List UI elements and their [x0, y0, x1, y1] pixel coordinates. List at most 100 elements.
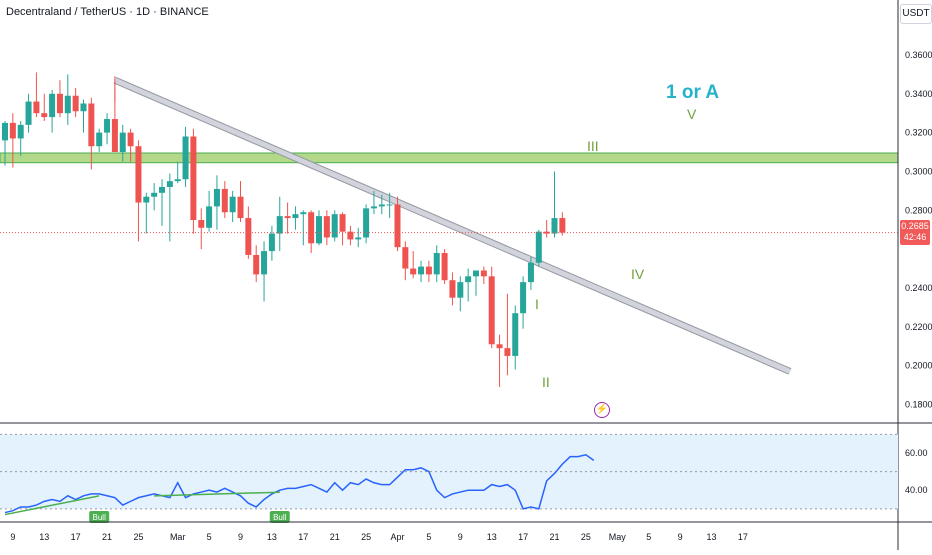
candle-body	[2, 122, 8, 141]
candle-body	[394, 204, 401, 248]
rsi-tick-label: 60.00	[905, 448, 928, 458]
candle-body	[339, 214, 346, 232]
candle-body	[347, 231, 354, 240]
price-tick-label: 0.3200	[905, 128, 932, 138]
wave-label-1-or-a: 1 or A	[666, 82, 720, 103]
candle-body	[480, 270, 487, 277]
time-tick-label: 13	[39, 532, 49, 542]
time-tick-label: 13	[267, 532, 277, 542]
time-tick-label: 9	[10, 532, 15, 542]
candle-body	[465, 276, 472, 283]
candle-body	[425, 266, 432, 275]
candle-body	[276, 216, 283, 234]
candle-body	[331, 214, 338, 238]
candle-body	[284, 216, 291, 219]
candle-body	[535, 231, 542, 263]
candle-body	[355, 237, 362, 240]
time-axis-layer: 9 13 17 21 25 Mar 5 9 13 17 21 25 Apr 5 9 13 17 21 25 May 5 9…	[0, 521, 932, 542]
candle-body	[473, 270, 479, 277]
candle-body	[316, 216, 322, 244]
candle-body	[127, 132, 134, 147]
time-tick-label: 25	[581, 532, 591, 542]
candle-body	[151, 192, 158, 197]
candle-body	[363, 208, 370, 238]
candle-body	[410, 268, 417, 275]
price-tick-label: 0.2000	[905, 361, 932, 371]
bull-divergence-line	[154, 491, 280, 497]
time-tick-label: Mar	[170, 532, 186, 542]
candle-body	[229, 196, 236, 213]
candle-body	[559, 218, 566, 233]
resistance-zone	[0, 152, 899, 164]
candle-body	[56, 93, 63, 114]
candle-body	[213, 188, 220, 207]
candle-body	[300, 212, 307, 215]
candle-body	[370, 206, 377, 209]
price-tick-label: 0.2400	[905, 283, 932, 293]
candle-body	[159, 186, 165, 193]
wave-label-v: V	[687, 106, 697, 122]
time-tick-label: 17	[71, 532, 81, 542]
time-tick-label: 21	[330, 532, 340, 542]
candle-body	[104, 119, 111, 133]
lightning-icon[interactable]: ⚡	[594, 402, 610, 418]
candle-body	[378, 204, 385, 207]
price-tick-label: 0.1800	[905, 399, 932, 409]
time-tick-label: 9	[678, 532, 683, 542]
candle-body	[25, 101, 32, 125]
candle-body	[512, 313, 519, 356]
bull-marker-label: Bull	[273, 513, 287, 522]
time-tick-label: May	[609, 532, 627, 542]
candle-body	[49, 93, 56, 118]
time-tick-label: 21	[549, 532, 559, 542]
time-tick-label: 5	[207, 532, 212, 542]
time-tick-label: 5	[426, 532, 431, 542]
candle-body	[174, 179, 181, 182]
time-tick-label: 5	[646, 532, 651, 542]
candle-body	[527, 262, 534, 283]
wave-label-i: I	[535, 296, 539, 312]
candle-body	[488, 276, 495, 345]
time-tick-label: 9	[458, 532, 463, 542]
rsi-pane-layer: 60.00 40.00 Bull Bull	[0, 433, 928, 523]
candle-body	[135, 146, 142, 203]
candle-body	[41, 113, 48, 118]
candles-layer	[2, 72, 566, 387]
candle-body	[496, 344, 503, 349]
candle-body	[166, 181, 173, 187]
candle-body	[418, 266, 425, 275]
candle-body	[221, 188, 228, 213]
candle-body	[80, 103, 87, 112]
candle-body	[253, 254, 260, 275]
currency-button[interactable]: USDT	[900, 4, 932, 24]
time-tick-label: 13	[487, 532, 497, 542]
wave-label-ii: II	[542, 374, 550, 390]
time-tick-label: 25	[361, 532, 371, 542]
candle-body	[206, 206, 213, 228]
bull-divergence-line	[4, 495, 100, 516]
candle-body	[33, 101, 40, 114]
candle-body	[88, 103, 95, 147]
last-price-tag: 0.2685 42:46	[900, 220, 930, 245]
candle-body	[386, 204, 393, 206]
candle-body	[143, 196, 150, 203]
bull-marker-label: Bull	[93, 513, 107, 522]
candle-body	[441, 253, 448, 281]
price-tick-label: 0.3600	[905, 50, 932, 60]
time-tick-label: 17	[518, 532, 528, 542]
price-tick-label: 0.3400	[905, 89, 932, 99]
time-tick-label: 13	[706, 532, 716, 542]
candle-body	[520, 282, 527, 314]
candle-body	[96, 132, 103, 147]
candle-body	[245, 218, 252, 255]
candle-body	[433, 253, 440, 275]
price-tick-label: 0.2800	[905, 205, 932, 215]
candle-body	[64, 95, 71, 114]
time-tick-label: 17	[298, 532, 308, 542]
time-tick-label: 9	[238, 532, 243, 542]
candle-body	[292, 214, 299, 219]
candle-body	[17, 124, 24, 139]
price-tick-label: 0.3000	[905, 166, 932, 176]
